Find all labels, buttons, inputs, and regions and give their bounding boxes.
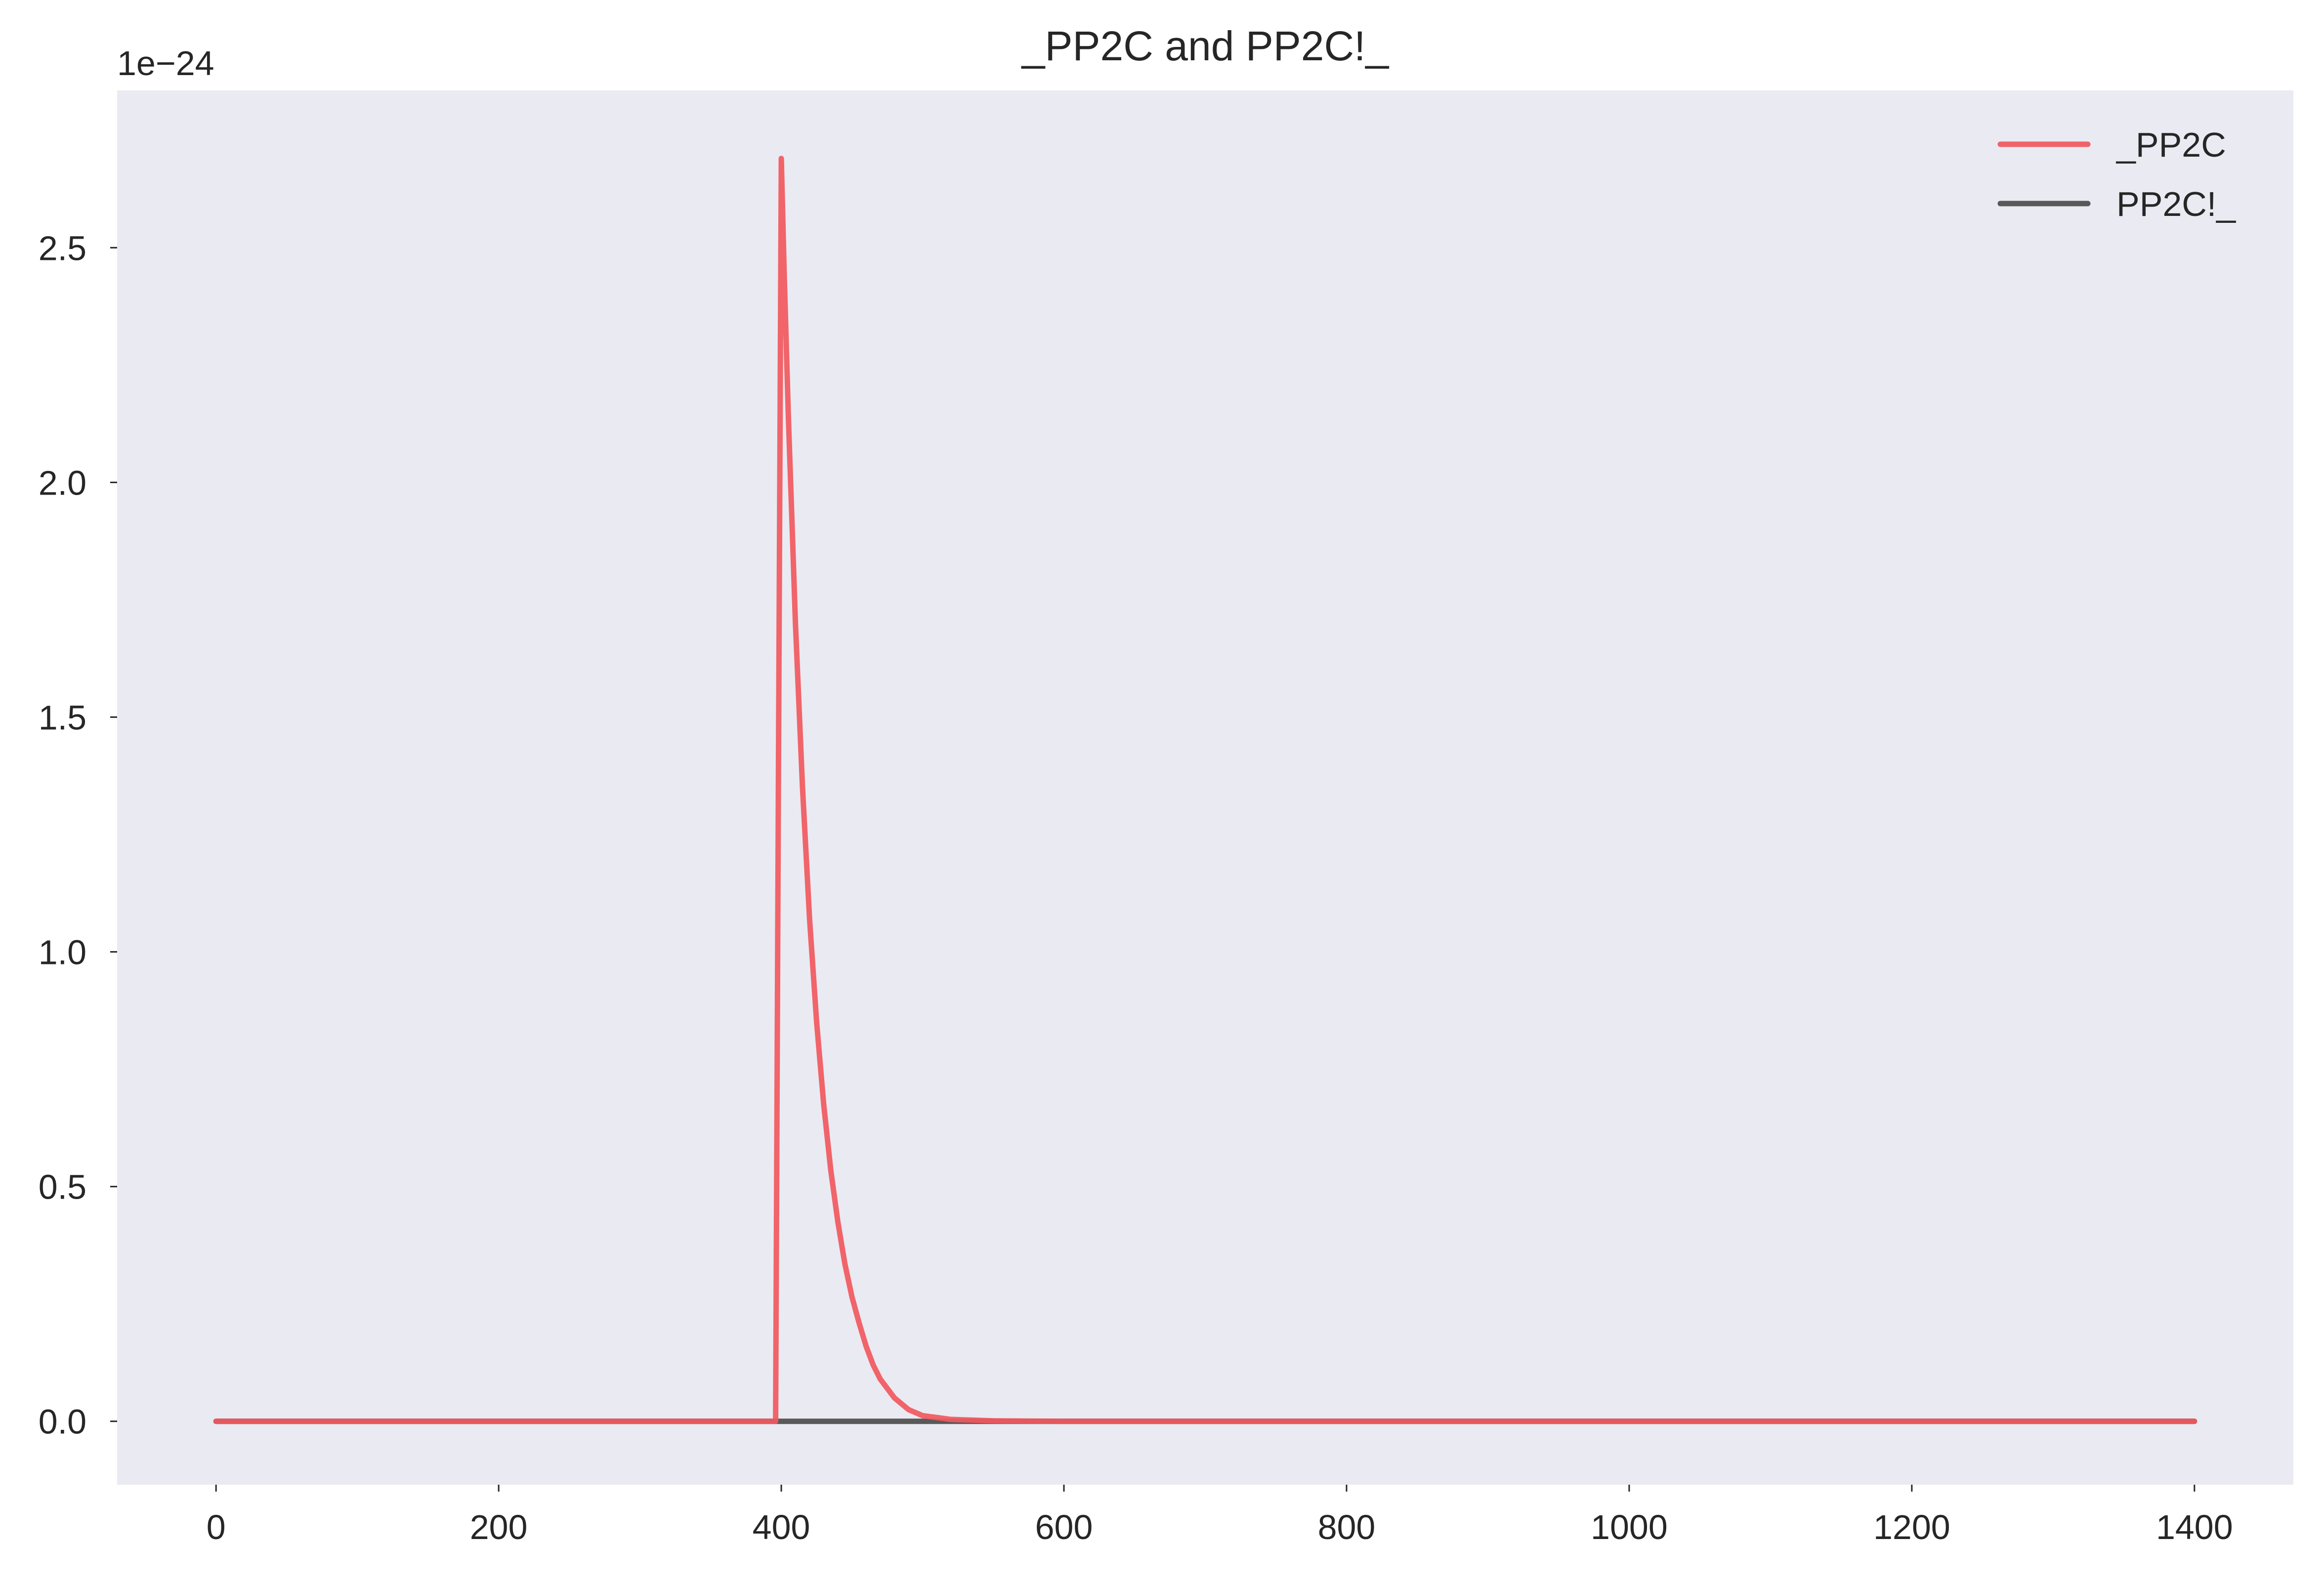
x-tick-label: 1200 — [1873, 1508, 1950, 1546]
y-tick-label: 2.5 — [39, 229, 86, 267]
series-lines — [213, 156, 2197, 1424]
legend-label: PP2C!_ — [2116, 185, 2236, 223]
x-tick-label: 1400 — [2156, 1508, 2233, 1546]
y-tick-label: 2.0 — [39, 463, 86, 502]
x-tick-label: 1000 — [1591, 1508, 1668, 1546]
x-tick-label: 800 — [1318, 1508, 1376, 1546]
x-tick-label: 400 — [753, 1508, 810, 1546]
legend-label: _PP2C — [2115, 125, 2226, 164]
y-tick-label: 1.5 — [39, 698, 86, 737]
y-tick-label: 1.0 — [39, 933, 86, 972]
plot-area — [117, 90, 2293, 1485]
y-tick-label: 0.5 — [39, 1168, 86, 1207]
x-axis-ticks: 0 200 400 600 800 1000 1200 1400 — [207, 1485, 2233, 1546]
y-axis-offset-label: 1e−24 — [117, 44, 214, 83]
x-tick-label: 0 — [207, 1508, 226, 1546]
legend: _PP2C PP2C!_ — [1997, 125, 2236, 223]
chart-title: _PP2C and PP2C!_ — [1021, 23, 1390, 69]
y-axis-ticks: 0.0 0.5 1.0 1.5 2.0 2.5 — [39, 229, 117, 1441]
series-line-1 — [213, 156, 2197, 1424]
x-tick-label: 200 — [470, 1508, 528, 1546]
x-tick-label: 600 — [1035, 1508, 1093, 1546]
y-tick-label: 0.0 — [39, 1403, 86, 1441]
